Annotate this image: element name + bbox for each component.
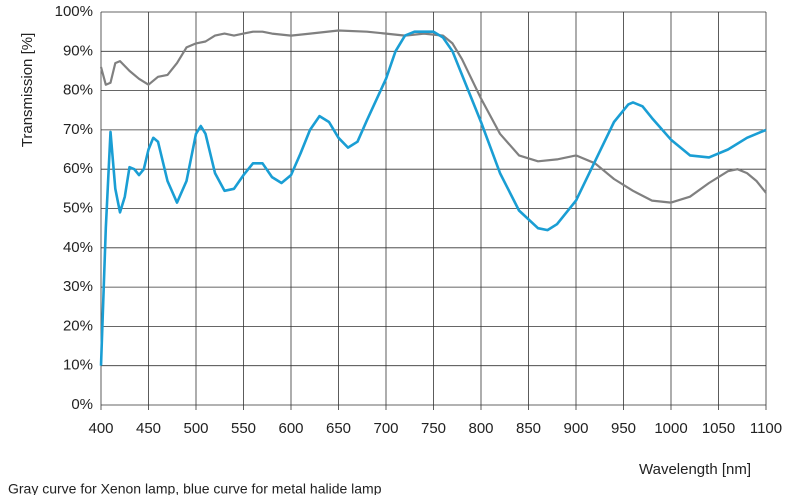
- x-tick-label: 850: [516, 420, 541, 437]
- y-tick-label: 50%: [63, 199, 93, 216]
- series-line: [99, 30, 767, 366]
- x-tick-label: 550: [231, 420, 256, 437]
- caption: Gray curve for Xenon lamp, blue curve fo…: [8, 481, 382, 495]
- x-tick-label: 950: [611, 420, 636, 437]
- y-tick-label: 70%: [63, 121, 93, 138]
- y-tick-label: 10%: [63, 357, 93, 374]
- x-tick-label: 900: [563, 420, 588, 437]
- x-axis-label: Wavelength [nm]: [639, 461, 751, 478]
- x-tick-label: 750: [421, 420, 446, 437]
- x-tick-label: 800: [468, 420, 493, 437]
- x-tick-label: 500: [183, 420, 208, 437]
- x-tick-label: 650: [326, 420, 351, 437]
- y-tick-label: 60%: [63, 160, 93, 177]
- y-tick-label: 90%: [63, 42, 93, 59]
- y-tick-label: 0%: [71, 396, 93, 413]
- x-tick-label: 1000: [654, 420, 687, 437]
- y-tick-label: 20%: [63, 317, 93, 334]
- y-tick-label: 80%: [63, 82, 93, 99]
- y-tick-label: 100%: [55, 3, 93, 20]
- x-tick-label: 1050: [702, 420, 735, 437]
- x-tick-label: 400: [88, 420, 113, 437]
- x-tick-label: 600: [278, 420, 303, 437]
- y-axis-label: Transmission [%]: [19, 33, 36, 147]
- series-line: [99, 29, 767, 204]
- y-tick-label: 30%: [63, 278, 93, 295]
- x-tick-label: 1100: [750, 420, 782, 437]
- x-tick-label: 700: [373, 420, 398, 437]
- y-tick-label: 40%: [63, 239, 93, 256]
- x-tick-label: 450: [136, 420, 161, 437]
